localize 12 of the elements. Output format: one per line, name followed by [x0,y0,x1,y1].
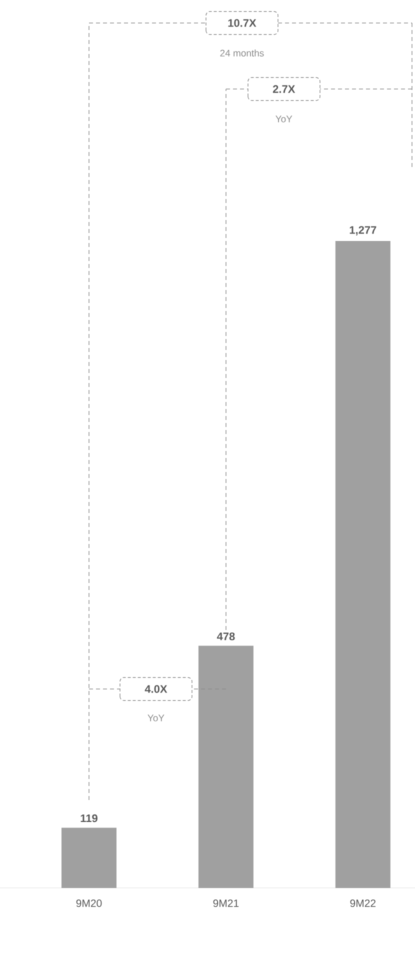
annotation: YoY [148,714,164,722]
data-label: 478 [216,632,235,640]
x-tick-label: 9M20 [76,900,102,907]
text: 2.7X [272,85,296,93]
annotation: 4.0X [144,685,168,693]
data-label: 1,277 [350,226,376,236]
text: 10.7X [228,19,256,27]
text: YoY [276,116,292,122]
data-label: 119 [80,814,98,822]
text: 24 months [220,50,264,56]
x-tick-label: 9M21 [213,900,239,907]
x-tick-label: 9M22 [350,900,376,907]
